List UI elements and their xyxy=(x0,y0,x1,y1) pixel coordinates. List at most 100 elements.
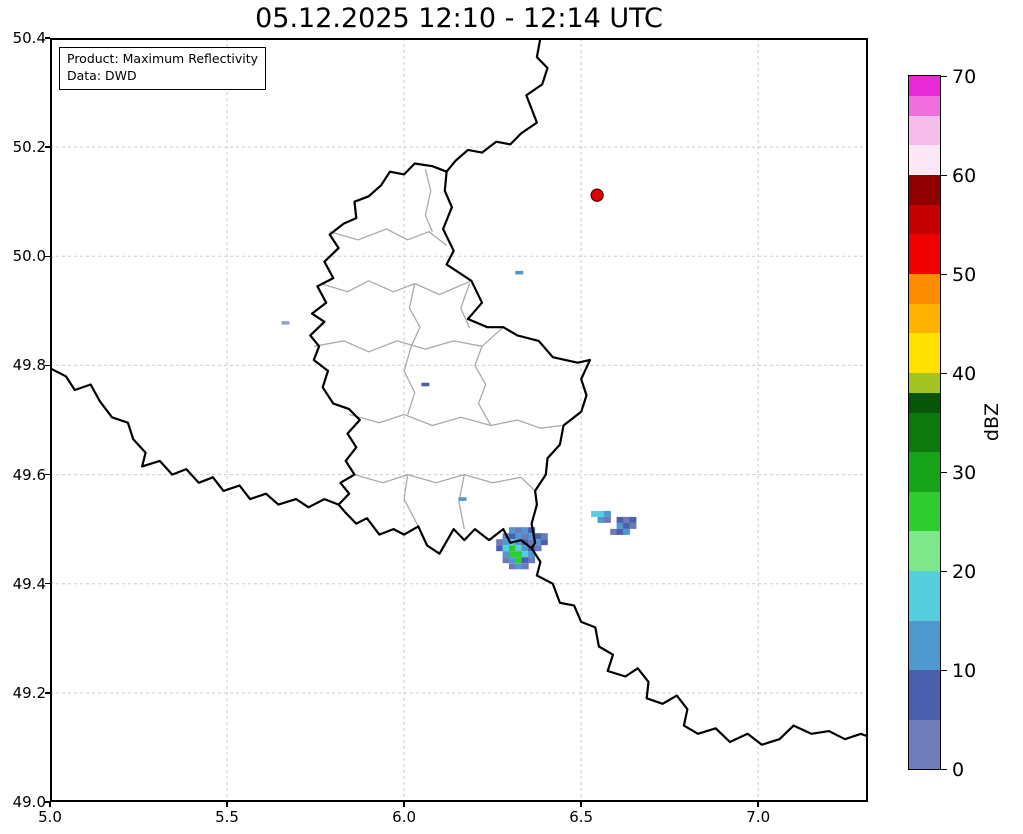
radar-echo-cell xyxy=(597,510,605,517)
radar-echo-cell xyxy=(515,545,523,552)
radar-echo-cell xyxy=(509,563,516,570)
y-tick-label: 49.4 xyxy=(12,574,46,593)
national-border xyxy=(445,38,549,173)
radar-echo-cell xyxy=(534,539,542,546)
x-tick-label: 7.0 xyxy=(746,808,771,826)
colorbar-tick-label: 70 xyxy=(952,65,977,88)
colorbar-segment xyxy=(909,491,940,532)
y-tick-label: 50.2 xyxy=(12,138,46,157)
y-tick-mark xyxy=(45,255,50,258)
radar-echo-cell xyxy=(610,528,618,535)
colorbar-segment xyxy=(909,719,940,769)
radar-echo-cell xyxy=(521,545,529,552)
radar-echo-cell xyxy=(502,551,510,558)
colorbar-segment xyxy=(909,145,940,175)
colorbar-tick-mark xyxy=(941,669,947,672)
radar-echo-cell xyxy=(534,545,542,552)
admin-border xyxy=(408,283,421,347)
colorbar-tick-mark xyxy=(941,75,947,78)
admin-border xyxy=(403,346,416,415)
radar-echo-cell xyxy=(629,522,637,529)
radar-echo-cell xyxy=(509,551,516,558)
y-tick-label: 49.6 xyxy=(12,465,46,484)
radar-echo-cell xyxy=(521,551,529,558)
figure-title: 05.12.2025 12:10 - 12:14 UTC xyxy=(255,3,663,34)
radar-echo-cell xyxy=(528,539,536,546)
national-border xyxy=(309,162,592,555)
admin-border xyxy=(474,346,492,426)
admin-border xyxy=(313,326,504,353)
radar-map-canvas xyxy=(50,38,868,802)
y-tick-mark xyxy=(45,473,50,476)
y-tick-mark xyxy=(45,364,50,367)
radar-echo-cell xyxy=(521,563,529,570)
colorbar-tick-mark xyxy=(941,174,947,177)
radar-echo-cell xyxy=(528,551,536,558)
radar-echo-speck xyxy=(458,497,467,501)
radar-echo-cell xyxy=(496,539,504,546)
x-tick-label: 5.0 xyxy=(38,808,62,826)
radar-echo-cell xyxy=(603,516,611,523)
colorbar-segment xyxy=(909,175,940,205)
radar-echo-speck xyxy=(515,270,524,275)
admin-border xyxy=(424,168,433,232)
radar-site-marker xyxy=(590,188,604,202)
radar-echo-cell xyxy=(509,557,516,564)
map-plot-area: Product: Maximum Reflectivity Data: DWD xyxy=(50,38,868,802)
radar-echo-cell xyxy=(528,533,536,540)
y-tick-mark xyxy=(45,146,50,148)
admin-border xyxy=(460,283,471,329)
radar-echo-cell xyxy=(515,539,523,546)
colorbar-segment xyxy=(909,452,940,492)
radar-echo-cell xyxy=(521,527,529,534)
radar-echo-cell xyxy=(616,522,624,529)
radar-echo-cell xyxy=(509,545,516,552)
radar-echo-cell xyxy=(540,533,548,540)
colorbar-tick-label: 30 xyxy=(952,461,977,484)
y-tick-label: 49.0 xyxy=(12,793,46,811)
colorbar-segment xyxy=(909,274,940,304)
x-tick-mark xyxy=(580,802,582,807)
colorbar-segment xyxy=(909,373,940,393)
radar-echo-cell xyxy=(540,539,548,546)
colorbar-tick-label: 50 xyxy=(952,263,977,286)
y-tick-label: 49.8 xyxy=(12,356,46,375)
x-tick-mark xyxy=(757,802,759,807)
y-tick-mark xyxy=(45,37,50,39)
info-product-line: Product: Maximum Reflectivity xyxy=(67,51,259,66)
radar-echo-cell xyxy=(603,510,611,517)
colorbar-segment xyxy=(909,620,940,670)
colorbar-segment xyxy=(909,115,940,146)
colorbar-tick-mark xyxy=(941,768,947,771)
colorbar-segment xyxy=(909,531,940,571)
colorbar-tick-label: 60 xyxy=(952,164,977,187)
x-tick-mark xyxy=(403,802,405,807)
radar-echo-cell xyxy=(528,557,536,564)
x-tick-label: 6.0 xyxy=(392,808,417,826)
y-tick-mark xyxy=(45,801,50,803)
x-tick-label: 5.5 xyxy=(215,808,239,826)
colorbar xyxy=(908,75,941,770)
radar-echo-cell xyxy=(616,528,624,535)
y-tick-label: 50.0 xyxy=(12,247,46,266)
radar-echo-cell xyxy=(521,533,529,540)
admin-border xyxy=(320,280,472,296)
radar-echo-cell xyxy=(502,545,510,552)
radar-echo-cell xyxy=(528,527,536,534)
info-source-line: Data: DWD xyxy=(67,67,137,83)
colorbar-tick-label: 10 xyxy=(952,659,977,682)
colorbar-tick-mark xyxy=(941,471,947,474)
colorbar-segment xyxy=(909,333,940,373)
colorbar-segment xyxy=(909,95,940,116)
radar-echo-cell xyxy=(509,527,516,534)
y-tick-label: 50.4 xyxy=(12,29,46,47)
radar-echo-cell xyxy=(597,516,605,523)
x-tick-label: 6.5 xyxy=(569,808,594,826)
radar-echo-cell xyxy=(515,527,523,534)
radar-echo-cell xyxy=(509,533,516,540)
y-tick-mark xyxy=(45,692,50,694)
radar-echo-cell xyxy=(502,557,510,564)
colorbar-segment xyxy=(909,571,940,621)
colorbar-tick-mark xyxy=(941,570,947,573)
colorbar-tick-mark xyxy=(941,372,947,375)
